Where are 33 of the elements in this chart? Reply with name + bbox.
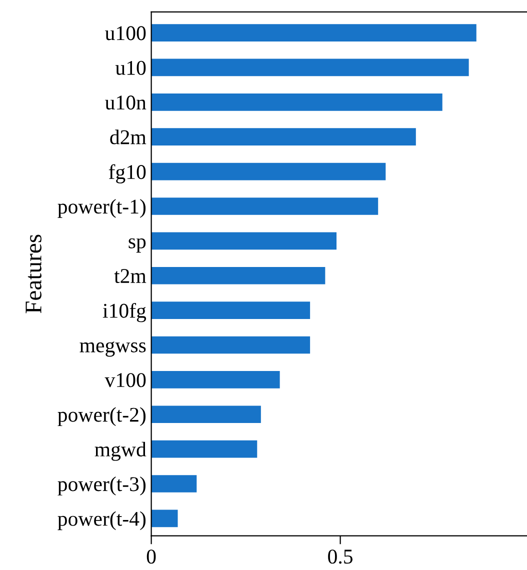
y-tick-label: power(t-2) [58, 407, 146, 426]
bar [151, 266, 326, 284]
bar [151, 406, 261, 424]
bar [151, 336, 310, 354]
y-tick-label: power(t-1) [58, 199, 146, 218]
bar [151, 198, 378, 215]
bar [151, 510, 178, 528]
bar [151, 24, 476, 42]
bar [151, 371, 280, 388]
y-tick-label: u100 [105, 26, 146, 40]
y-tick-label: u10n [105, 96, 146, 110]
bar [151, 475, 197, 492]
y-tick-label: t2m [114, 269, 146, 284]
bar [151, 58, 469, 76]
y-tick-label: u10 [115, 60, 146, 75]
y-axis-title: Features [26, 234, 42, 314]
x-tick-label: 0.5 [328, 550, 353, 564]
y-tick-label: mgwd [94, 442, 146, 461]
y-tick-label: sp [128, 238, 146, 253]
y-tick-label: v100 [104, 373, 146, 388]
y-tick-label: d2m [110, 130, 146, 144]
y-tick-label: power(t-3) [58, 476, 146, 496]
x-tick-label: 0 [146, 550, 156, 564]
bar [151, 302, 310, 319]
bar [151, 93, 442, 111]
y-tick-label: fg10 [108, 164, 146, 184]
bar [151, 162, 386, 180]
y-tick-label: i10fg [102, 302, 146, 322]
bar [151, 128, 416, 146]
y-tick-label: power(t-4) [58, 511, 146, 530]
bar [151, 232, 337, 250]
bar [151, 440, 258, 458]
y-tick-label: megwss [80, 342, 146, 357]
